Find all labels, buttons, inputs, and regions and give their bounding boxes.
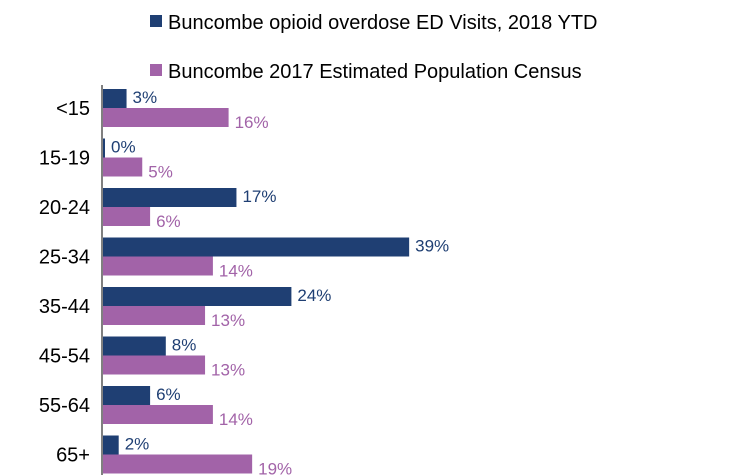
plot-area: <15 3% 16% 15-19 0% 5% 20-24 17% 6% 25-34 39% 14% 35…: [39, 88, 449, 475]
bar-population: [103, 306, 206, 325]
data-label-population: 16%: [235, 113, 269, 132]
bar-population: [103, 108, 229, 127]
data-label-ed-visits: 2%: [125, 435, 150, 454]
bar-population: [103, 405, 213, 424]
category-label: 25-34: [39, 247, 90, 269]
data-label-ed-visits: 3%: [133, 88, 158, 107]
legend-label-population: Buncombe 2017 Estimated Population Censu…: [168, 61, 582, 83]
category-label: 55-64: [39, 395, 90, 417]
category-label: 35-44: [39, 296, 90, 318]
data-label-ed-visits: 0%: [111, 138, 136, 157]
bar-population: [103, 355, 206, 375]
category-label: 45-54: [39, 346, 90, 368]
bar-ed-visits: [103, 386, 151, 405]
bar-ed-visits: [103, 435, 119, 455]
data-label-population: 14%: [219, 262, 253, 281]
bar-ed-visits: [103, 188, 237, 207]
legend: Buncombe opioid overdose ED Visits, 2018…: [150, 12, 598, 83]
data-label-ed-visits: 39%: [415, 237, 449, 256]
category-label: 65+: [56, 445, 90, 467]
data-label-population: 13%: [211, 311, 245, 330]
data-label-population: 19%: [258, 460, 292, 475]
data-label-ed-visits: 6%: [156, 385, 181, 404]
bar-ed-visits: [103, 237, 410, 257]
data-label-ed-visits: 8%: [172, 336, 197, 355]
data-label-ed-visits: 17%: [242, 187, 276, 206]
legend-label-ed-visits: Buncombe opioid overdose ED Visits, 2018…: [168, 12, 598, 34]
bar-ed-visits: [103, 287, 292, 306]
bar-population: [103, 157, 143, 177]
legend-swatch-ed-visits: [150, 15, 162, 27]
bar-population: [103, 256, 213, 276]
bar-population: [103, 454, 253, 474]
bar-ed-visits: [103, 89, 127, 108]
bar-population: [103, 207, 151, 226]
bar-ed-visits: [103, 138, 105, 158]
bar-ed-visits: [103, 336, 166, 356]
data-label-ed-visits: 24%: [297, 286, 331, 305]
data-label-population: 6%: [156, 212, 181, 231]
data-label-population: 13%: [211, 361, 245, 380]
category-label: 15-19: [39, 148, 90, 170]
legend-swatch-population: [150, 64, 162, 76]
category-label: <15: [56, 98, 90, 120]
data-label-population: 14%: [219, 410, 253, 429]
category-label: 20-24: [39, 197, 90, 219]
data-label-population: 5%: [148, 163, 173, 182]
